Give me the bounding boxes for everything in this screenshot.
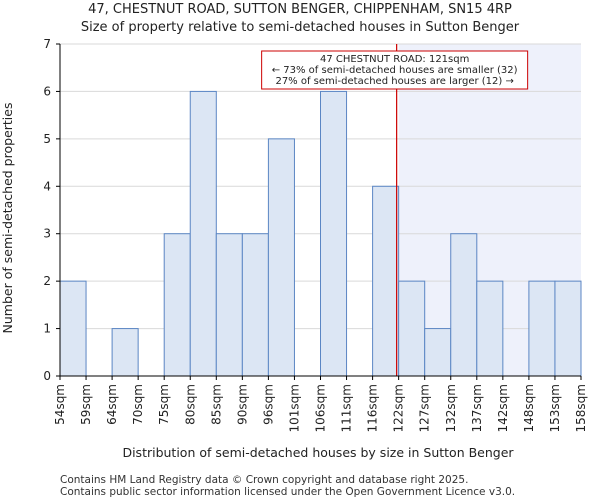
footer-line-1: Contains HM Land Registry data © Crown c… [60, 474, 468, 486]
x-tick-label: 75sqm [157, 384, 171, 425]
bar-127sqm [424, 328, 452, 377]
bar-137sqm [476, 280, 504, 377]
y-tick-label: 0 [43, 369, 51, 383]
annotation-box [261, 50, 529, 90]
bar-54sqm [59, 280, 87, 377]
x-tick-label: 101sqm [287, 384, 301, 432]
y-tick-label: 7 [43, 37, 51, 51]
bar-106sqm [320, 90, 348, 377]
bar-148sqm [528, 280, 556, 377]
x-tick-label: 137sqm [470, 384, 484, 432]
y-tick-labels: 0 1 2 3 4 5 6 7 [43, 37, 60, 383]
x-tick-label: 85sqm [209, 384, 223, 425]
x-tick-label: 64sqm [105, 384, 119, 425]
bar-132sqm [450, 233, 478, 377]
x-tick-label: 122sqm [392, 384, 406, 432]
x-tick-label: 96sqm [261, 384, 275, 425]
x-tick-label: 80sqm [183, 384, 197, 425]
annotation-line-3: 27% of semi-detached houses are larger (… [275, 76, 513, 87]
x-tick-label: 70sqm [131, 384, 145, 425]
y-tick-label: 5 [43, 132, 51, 146]
y-tick-label: 1 [43, 322, 51, 336]
x-tick-labels: 54sqm 59sqm 64sqm 70sqm 75sqm 80sqm 85sqm 90sqm… [53, 376, 588, 432]
x-tick-label: 127sqm [418, 384, 432, 432]
annotation-line-1: 47 CHESTNUT ROAD: 121sqm [320, 54, 469, 65]
x-tick-label: 54sqm [53, 384, 67, 425]
y-tick-label: 2 [43, 274, 51, 288]
bar-80sqm [189, 90, 217, 377]
x-tick-label: 153sqm [548, 384, 562, 432]
chart-title: 47, CHESTNUT ROAD, SUTTON BENGER, CHIPPE… [88, 2, 512, 17]
bar-116sqm [372, 185, 400, 377]
x-tick-label: 132sqm [444, 384, 458, 432]
y-tick-label: 6 [43, 84, 51, 98]
bar-90sqm [241, 233, 269, 377]
x-axis-label: Distribution of semi-detached houses by … [122, 445, 514, 460]
bar-96sqm [267, 138, 295, 377]
chart-subtitle: Size of property relative to semi-detach… [81, 20, 520, 35]
annotation-line-2: ← 73% of semi-detached houses are smalle… [272, 65, 518, 76]
x-tick-label: 90sqm [235, 384, 249, 425]
bar-75sqm [163, 233, 191, 377]
x-tick-label: 142sqm [496, 384, 510, 432]
bar-85sqm [215, 233, 243, 377]
x-tick-label: 116sqm [366, 384, 380, 432]
footer-line-2: Contains public sector information licen… [60, 486, 515, 498]
y-axis-label: Number of semi-detached properties [0, 103, 15, 334]
x-tick-label: 148sqm [522, 384, 536, 432]
x-tick-label: 158sqm [574, 384, 588, 432]
x-tick-label: 111sqm [340, 384, 354, 432]
bar-64sqm [111, 328, 139, 377]
y-tick-label: 4 [43, 179, 51, 193]
histogram-bars [59, 90, 582, 377]
bar-122sqm [398, 280, 426, 377]
y-tick-label: 3 [43, 227, 51, 241]
x-tick-label: 106sqm [314, 384, 328, 432]
x-tick-label: 59sqm [79, 384, 93, 425]
bar-153sqm [554, 280, 582, 377]
